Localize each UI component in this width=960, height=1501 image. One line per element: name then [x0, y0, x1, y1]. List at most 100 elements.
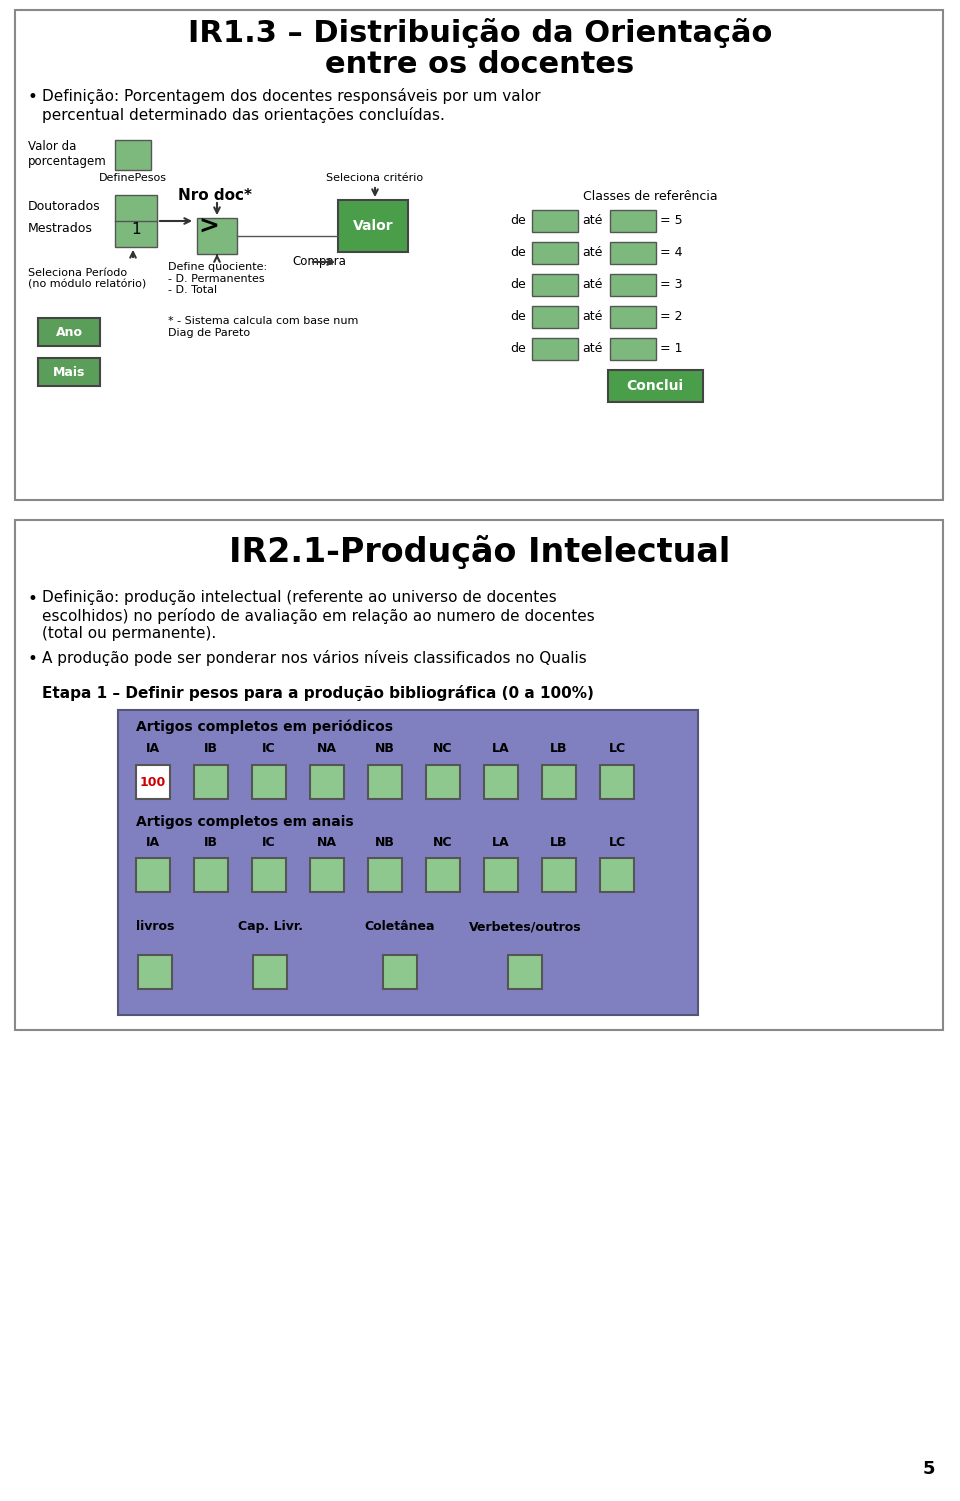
Text: até: até	[582, 342, 602, 356]
Text: Seleciona critério: Seleciona critério	[326, 173, 423, 183]
Text: •: •	[28, 590, 37, 608]
Text: até: até	[582, 278, 602, 291]
Bar	[426, 859, 460, 892]
Text: 100: 100	[140, 776, 166, 788]
Bar	[194, 859, 228, 892]
Bar	[610, 306, 656, 329]
Bar	[310, 859, 344, 892]
Bar	[484, 766, 518, 799]
Text: IA: IA	[146, 741, 160, 755]
Text: LA: LA	[492, 741, 510, 755]
Bar	[610, 242, 656, 264]
Text: Valor da
porcentagem: Valor da porcentagem	[28, 140, 107, 168]
Text: LA: LA	[492, 836, 510, 850]
Bar	[600, 766, 634, 799]
Text: IR1.3 – Distribuição da Orientação: IR1.3 – Distribuição da Orientação	[188, 18, 772, 48]
Text: LB: LB	[550, 836, 567, 850]
Text: NC: NC	[433, 836, 453, 850]
Text: * - Sistema calcula com base num
Diag de Pareto: * - Sistema calcula com base num Diag de…	[168, 317, 358, 338]
Text: NA: NA	[317, 836, 337, 850]
Text: LC: LC	[609, 836, 626, 850]
Text: IC: IC	[262, 836, 276, 850]
Text: Etapa 1 – Definir pesos para a produção bibliográfica (0 a 100%): Etapa 1 – Definir pesos para a produção …	[42, 684, 594, 701]
Bar	[15, 11, 943, 500]
Bar	[38, 359, 100, 386]
Text: NA: NA	[317, 741, 337, 755]
Bar	[532, 306, 578, 329]
Text: Verbetes/outros: Verbetes/outros	[468, 920, 582, 934]
Bar	[194, 766, 228, 799]
Bar	[610, 275, 656, 296]
Text: até: até	[582, 246, 602, 260]
Text: Definição: Porcentagem dos docentes responsáveis por um valor
percentual determi: Definição: Porcentagem dos docentes resp…	[42, 89, 540, 123]
Text: LB: LB	[550, 741, 567, 755]
Bar	[532, 275, 578, 296]
Text: NC: NC	[433, 741, 453, 755]
Text: de: de	[510, 215, 526, 227]
Bar	[368, 859, 402, 892]
Bar	[252, 859, 286, 892]
Text: IC: IC	[262, 741, 276, 755]
Bar	[484, 859, 518, 892]
Text: Definição: produção intelectual (referente ao universo de docentes
escolhidos) n: Definição: produção intelectual (referen…	[42, 590, 595, 641]
Bar	[610, 338, 656, 360]
Text: Coletânea: Coletânea	[365, 920, 435, 934]
Text: IR2.1-Produção Intelectual: IR2.1-Produção Intelectual	[229, 534, 731, 569]
Text: entre os docentes: entre os docentes	[325, 50, 635, 80]
Text: •: •	[28, 650, 37, 668]
Bar	[38, 318, 100, 347]
Bar	[252, 766, 286, 799]
Text: de: de	[510, 278, 526, 291]
Text: Conclui: Conclui	[627, 378, 684, 393]
Text: até: até	[582, 215, 602, 227]
Text: NB: NB	[375, 741, 395, 755]
Text: = 3: = 3	[660, 278, 683, 291]
Bar	[138, 955, 172, 989]
Text: = 1: = 1	[660, 342, 683, 356]
Bar	[197, 218, 237, 254]
Text: = 4: = 4	[660, 246, 683, 260]
Text: NB: NB	[375, 836, 395, 850]
Bar	[542, 859, 576, 892]
Text: IA: IA	[146, 836, 160, 850]
Bar	[542, 766, 576, 799]
Bar	[136, 766, 170, 799]
Text: Mais: Mais	[53, 366, 85, 378]
Text: Define quociente:
- D. Permanentes
- D. Total: Define quociente: - D. Permanentes - D. …	[168, 263, 267, 296]
Bar	[338, 200, 408, 252]
Text: A produção pode ser ponderar nos vários níveis classificados no Qualis: A produção pode ser ponderar nos vários …	[42, 650, 587, 666]
Bar	[253, 955, 287, 989]
Text: Compara: Compara	[292, 255, 346, 269]
Text: de: de	[510, 246, 526, 260]
Bar	[610, 210, 656, 233]
Bar	[310, 766, 344, 799]
Text: livros: livros	[135, 920, 174, 934]
Text: Ano: Ano	[56, 326, 83, 339]
Text: de: de	[510, 342, 526, 356]
Bar	[508, 955, 542, 989]
Text: Mestrados: Mestrados	[28, 222, 93, 236]
Text: >: >	[198, 215, 219, 239]
Text: •: •	[28, 89, 37, 107]
Text: = 2: = 2	[660, 311, 683, 323]
Bar	[426, 766, 460, 799]
Text: Artigos completos em anais: Artigos completos em anais	[136, 815, 353, 829]
Text: de: de	[510, 311, 526, 323]
Text: Classes de referência: Classes de referência	[583, 191, 717, 203]
Text: Valor: Valor	[352, 219, 394, 233]
Bar	[600, 859, 634, 892]
Text: até: até	[582, 311, 602, 323]
Text: Cap. Livr.: Cap. Livr.	[237, 920, 302, 934]
Bar	[115, 195, 157, 248]
Bar	[15, 519, 943, 1030]
Text: IB: IB	[204, 836, 218, 850]
Bar	[136, 859, 170, 892]
Text: 1: 1	[132, 222, 141, 237]
Text: Artigos completos em periódicos: Artigos completos em periódicos	[136, 720, 393, 734]
Text: 5: 5	[923, 1460, 935, 1478]
Text: DefinePesos: DefinePesos	[99, 173, 167, 183]
Text: Nro doc*: Nro doc*	[178, 188, 252, 203]
Text: Doutorados: Doutorados	[28, 200, 101, 213]
Text: IB: IB	[204, 741, 218, 755]
Bar	[118, 710, 698, 1015]
